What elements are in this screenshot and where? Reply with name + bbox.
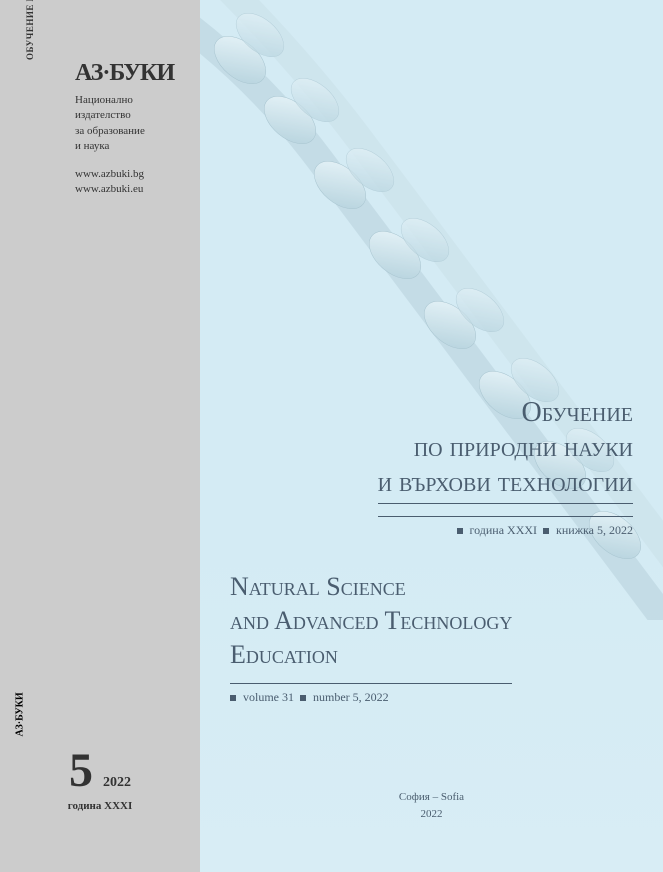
spine-text: ОБУЧЕНИЕ ПО ПРИРОДНИ НАУКИ И ВЪРХОВИ ТЕХ… (25, 0, 35, 60)
issue-year: 2022 (103, 775, 131, 791)
publisher-description: Национално издателство за образование и … (75, 93, 180, 155)
title-line: and Advanced Technology (230, 604, 512, 638)
title-line: и върхови технологии (378, 465, 633, 504)
url-link: www.azbuki.eu (75, 182, 180, 197)
bulgarian-meta: година XXXI книжка 5, 2022 (378, 516, 633, 538)
publisher-urls: www.azbuki.bg www.azbuki.eu (75, 167, 180, 198)
url-link: www.azbuki.bg (75, 167, 180, 182)
bulgarian-title-block: Обучение по природни науки и върхови тех… (378, 395, 633, 538)
publisher-block: АЗ·БУКИ Национално издателство за образо… (75, 60, 180, 197)
issue-display: 5 2022 година XXXI (0, 743, 200, 812)
meta-volume: година XXXI (470, 523, 538, 537)
pub-line: Национално (75, 93, 180, 108)
meta-volume: volume 31 (243, 690, 294, 704)
bulgarian-title: Обучение по природни науки и върхови тех… (378, 395, 633, 504)
title-line: Education (230, 638, 512, 672)
spine-title: ОБУЧЕНИЕ ПО ПРИРОДНИ НАУКИ И ВЪРХОВИ ТЕХ… (25, 0, 35, 60)
footer: София – Sofia 2022 (200, 789, 663, 822)
english-title-block: Natural Science and Advanced Technology … (230, 570, 512, 705)
square-bullet-icon (457, 528, 463, 534)
sidebar: ОБУЧЕНИЕ ПО ПРИРОДНИ НАУКИ И ВЪРХОВИ ТЕХ… (0, 0, 200, 872)
title-line: Обучение (378, 395, 633, 430)
meta-issue: number 5, 2022 (313, 690, 389, 704)
title-line: Natural Science (230, 570, 512, 604)
publisher-logo: АЗ·БУКИ (75, 60, 180, 87)
english-title: Natural Science and Advanced Technology … (230, 570, 512, 671)
cover-page: ОБУЧЕНИЕ ПО ПРИРОДНИ НАУКИ И ВЪРХОВИ ТЕХ… (0, 0, 663, 872)
pub-line: издателство (75, 108, 180, 123)
title-line: по природни науки (378, 430, 633, 465)
square-bullet-icon (300, 695, 306, 701)
square-bullet-icon (230, 695, 236, 701)
english-meta: volume 31 number 5, 2022 (230, 683, 512, 705)
main-panel: Обучение по природни науки и върхови тех… (200, 0, 663, 872)
issue-number: 5 (69, 743, 93, 798)
meta-issue: книжка 5, 2022 (556, 523, 633, 537)
footer-year: 2022 (200, 806, 663, 823)
small-logo: АЗ·БУКИ (15, 692, 26, 736)
issue-volume: година XXXI (0, 800, 200, 812)
square-bullet-icon (543, 528, 549, 534)
footer-city: София – Sofia (200, 789, 663, 806)
pub-line: и наука (75, 139, 180, 154)
issue-number-row: 5 2022 (0, 743, 200, 798)
pub-line: за образование (75, 124, 180, 139)
